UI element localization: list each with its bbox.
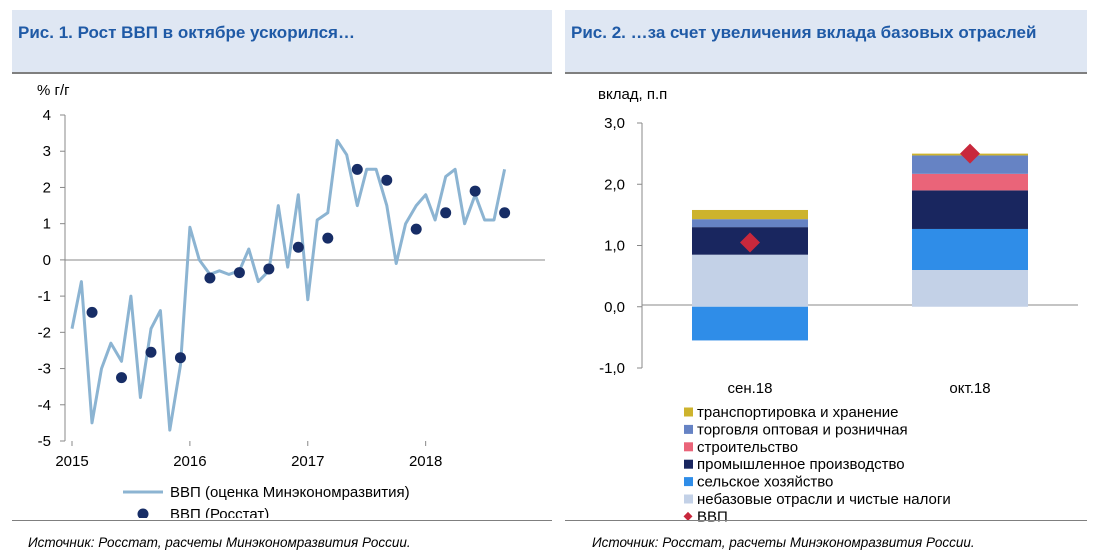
chart1-rosstat-point — [410, 223, 422, 235]
chart1-x-tick-label: 2018 — [409, 453, 442, 470]
chart1-rosstat-point — [469, 185, 481, 197]
chart2-legend-swatch — [684, 477, 693, 487]
chart1-y-tick-label: 1 — [43, 216, 51, 233]
chart1-legend-item-rosstat: ВВП (Росстат) — [170, 506, 269, 518]
chart1-y-tick-label: -4 — [38, 397, 51, 414]
chart1-rosstat-point — [174, 352, 186, 364]
chart2-legend-swatch — [684, 407, 693, 417]
chart2-bar-segment — [692, 219, 808, 228]
chart2-legend-swatch — [684, 459, 693, 469]
chart2-legend-item: транспортировка и хранение — [697, 404, 898, 421]
chart2-legend-item: ВВП — [697, 508, 728, 525]
chart1-rosstat-point — [233, 267, 245, 279]
chart2-bar-segment — [912, 270, 1028, 307]
chart2-bar-segment — [912, 228, 1028, 270]
chart2-bar-segment — [912, 190, 1028, 229]
chart2-plot: вклад, п.п 3,0 2,0 1,0 0,0 -1,0 сен.18 окт.18… — [598, 86, 1078, 525]
chart1-series-line-estimate — [70, 138, 507, 432]
chart2-legend-item: строительство — [697, 439, 798, 456]
chart1-rosstat-point — [322, 232, 334, 244]
chart1-rosstat-point — [351, 163, 363, 175]
chart2-unit-label: вклад, п.п — [598, 86, 667, 103]
chart1-title-bar: Рис. 1. Рост ВВП в октябре ускорился… — [12, 10, 552, 72]
chart1-y-tick-label: -2 — [38, 324, 51, 341]
chart1-y-tick-label: -5 — [38, 433, 51, 450]
chart2-gdp-marker — [960, 143, 980, 164]
chart1-rosstat-point — [204, 272, 216, 284]
chart2-y-tick-label: 3,0 — [604, 115, 625, 132]
chart2-x-category-label: окт.18 — [949, 380, 990, 397]
chart1-x-tick-label: 2016 — [173, 453, 206, 470]
chart1-title-rule — [12, 72, 552, 74]
chart1-source-rule — [12, 520, 552, 521]
chart2-legend-item: небазовые отрасли и чистые налоги — [697, 491, 951, 508]
chart1-y-tick-label: 0 — [43, 252, 51, 269]
chart1-y-tick-label: 4 — [43, 107, 51, 124]
chart1-y-tick-label: 3 — [43, 143, 51, 160]
chart1-x-tick-label: 2015 — [55, 453, 88, 470]
chart2-bar-segment — [912, 173, 1028, 191]
chart1-legend-dot-swatch — [137, 508, 149, 518]
chart1-title: Рис. 1. Рост ВВП в октябре ускорился… — [18, 23, 355, 42]
chart2-title-rule — [565, 72, 1087, 74]
chart1-x-tick-label: 2017 — [291, 453, 324, 470]
chart2-legend-swatch — [684, 494, 693, 504]
chart2-legend-swatch-diamond — [683, 511, 693, 521]
chart2-legend-swatch — [684, 442, 693, 452]
chart2-legend-swatch — [684, 424, 693, 434]
chart1-y-tick-label: -1 — [38, 288, 51, 305]
chart2-legend-item: промышленное производство — [697, 456, 905, 473]
chart2-bar-segment — [912, 155, 1028, 174]
chart2-bar-segment — [692, 209, 808, 220]
chart2-y-tick-label: 1,0 — [604, 238, 625, 255]
chart1-rosstat-point — [263, 263, 275, 275]
chart1-rosstat-point — [499, 207, 511, 219]
chart2-y-tick-label: -1,0 — [599, 360, 625, 377]
chart2-y-tick-label: 2,0 — [604, 176, 625, 193]
chart1-legend-item-estimate: ВВП (оценка Минэкономразвития) — [170, 484, 410, 501]
chart2-bar-segment — [692, 306, 808, 341]
chart2-legend-item: торговля оптовая и розничная — [697, 421, 908, 438]
chart2-bar-segment — [692, 254, 808, 307]
chart2-y-tick-label: 0,0 — [604, 299, 625, 316]
chart2-title: Рис. 2. …за счет увеличения вклада базов… — [571, 23, 1037, 42]
chart1-source-note: Источник: Росстат, расчеты Минэкономразв… — [28, 535, 411, 550]
chart2-x-category-label: сен.18 — [728, 380, 773, 397]
chart1-rosstat-point — [440, 207, 452, 219]
chart1-rosstat-point — [86, 306, 98, 318]
chart2-gdp-marker — [740, 232, 760, 253]
chart2-source-rule — [565, 520, 1087, 521]
chart1-plot: % г/г 4 3 2 1 0 -1 -2 -3 -4 -5 2015 2016 2017 2018 В… — [37, 82, 545, 518]
chart1-rosstat-point — [145, 346, 157, 358]
chart1-rosstat-point — [292, 241, 304, 253]
chart2-legend-item: сельское хозяйство — [697, 474, 833, 491]
chart1-y-tick-label: -3 — [38, 361, 51, 378]
chart2-source-note: Источник: Росстат, расчеты Минэкономразв… — [592, 535, 975, 550]
chart1-y-tick-label: 2 — [43, 179, 51, 196]
chart1-unit-label: % г/г — [37, 82, 70, 99]
chart1-rosstat-point — [116, 372, 128, 384]
chart2-title-bar: Рис. 2. …за счет увеличения вклада базов… — [565, 10, 1087, 72]
chart1-rosstat-point — [381, 174, 393, 186]
